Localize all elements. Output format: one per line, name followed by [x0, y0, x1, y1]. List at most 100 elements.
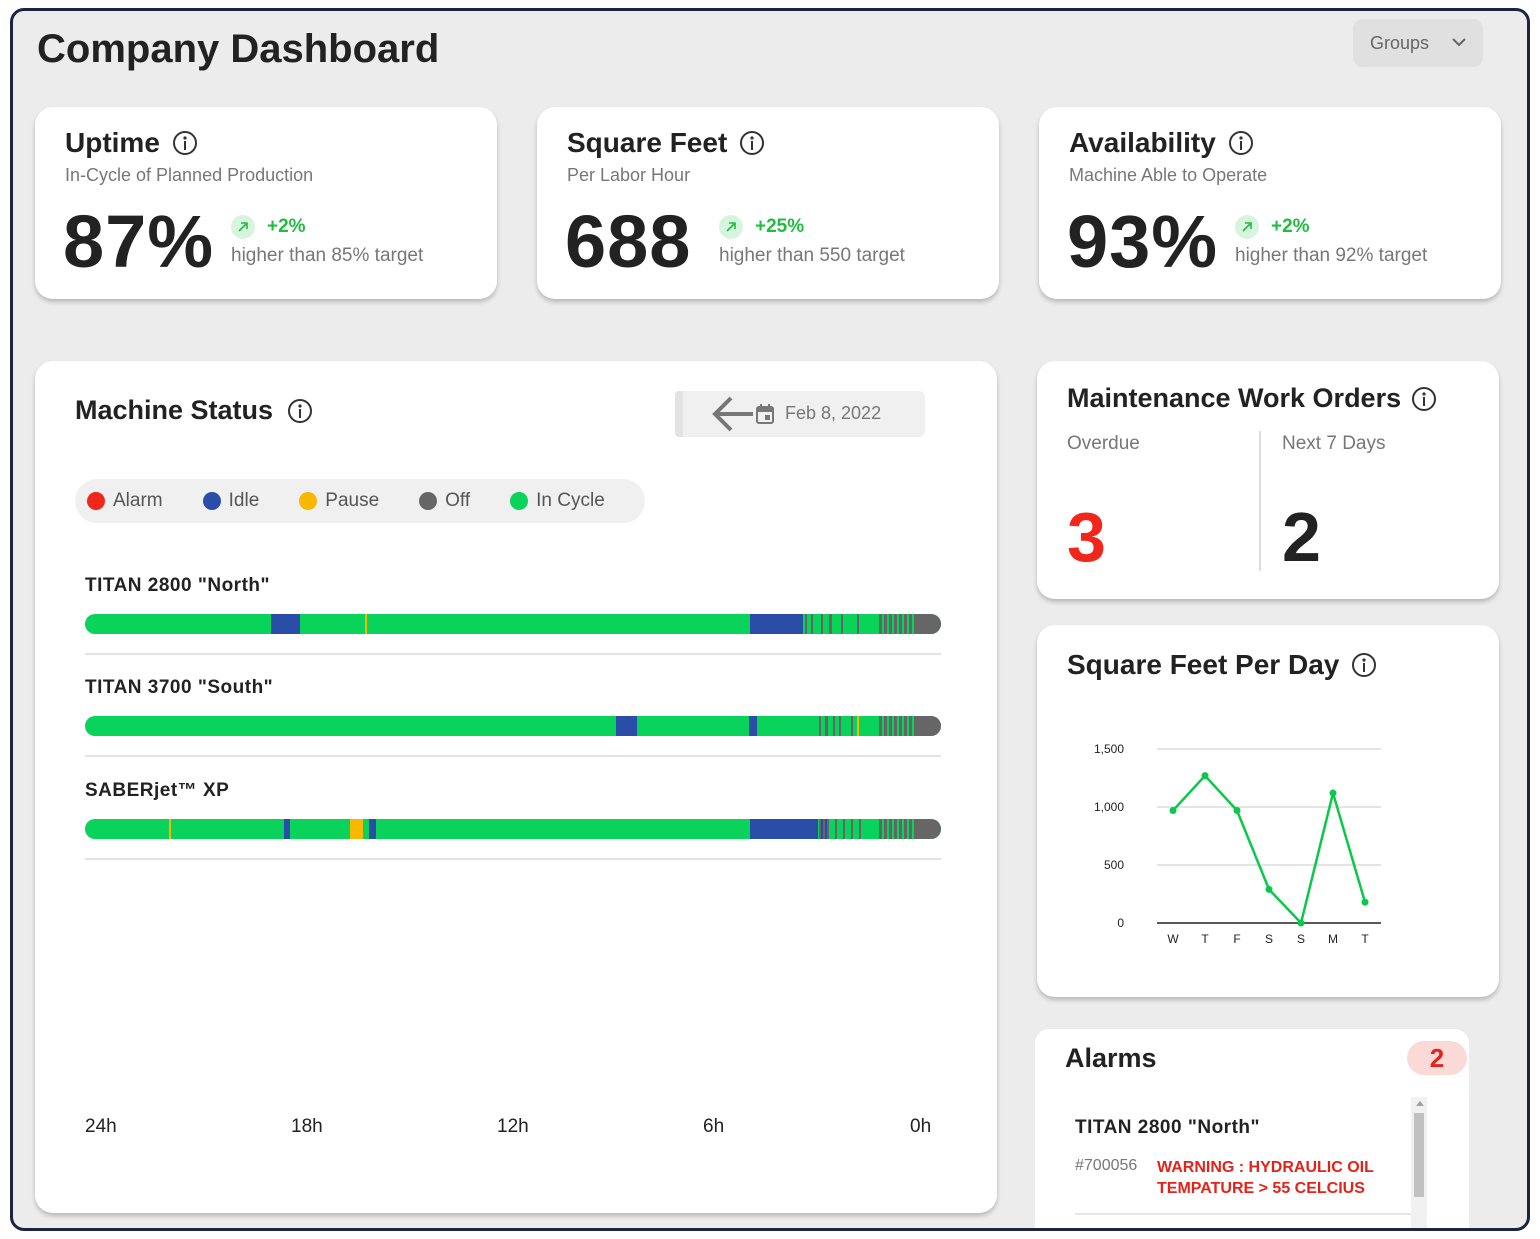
- x-tick-label: W: [1167, 932, 1179, 946]
- idle-segment: [284, 819, 290, 839]
- alarm-id: #700056: [1075, 1157, 1138, 1174]
- kpi-target: higher than 550 target: [719, 245, 905, 266]
- legend-dot: [87, 492, 105, 510]
- pause-segment: [365, 614, 367, 634]
- overdue-label: Overdue: [1067, 433, 1140, 454]
- info-icon[interactable]: [1228, 130, 1254, 156]
- x-tick-label: T: [1361, 932, 1369, 946]
- off-segment: [851, 819, 853, 839]
- groups-label: Groups: [1370, 32, 1430, 53]
- kpi-trend: +2%: [1235, 215, 1310, 239]
- trend-up-icon: [231, 215, 255, 239]
- square-feet-line-chart[interactable]: 1,500 1,000 500 0 W T F S S M T: [1037, 625, 1499, 997]
- x-tick-label: M: [1328, 932, 1338, 946]
- kpi-value: 87%: [63, 200, 215, 283]
- alarms-count-badge: 2: [1407, 1041, 1467, 1075]
- off-segment: [819, 716, 821, 736]
- idle-segment: [369, 819, 376, 839]
- time-axis-label: 0h: [910, 1116, 932, 1137]
- series-line: [1172, 773, 1367, 926]
- off-segment: [859, 819, 861, 839]
- chart-title-text: Square Feet Per Day: [1067, 649, 1340, 680]
- y-tick-label: 1,500: [1094, 742, 1124, 756]
- kpi-delta: +2%: [1271, 216, 1310, 237]
- off-segment: [833, 716, 835, 736]
- kpi-subtitle: Per Labor Hour: [567, 165, 691, 185]
- time-axis-label: 18h: [291, 1116, 323, 1137]
- kpi-title: Uptime: [65, 127, 198, 159]
- data-point[interactable]: [1361, 898, 1369, 906]
- legend-label: Off: [445, 490, 471, 511]
- kpi-subtitle: In-Cycle of Planned Production: [65, 165, 314, 185]
- machine-timeline-bar[interactable]: [85, 819, 941, 839]
- page-title: Company Dashboard: [37, 27, 440, 71]
- column-divider: [1259, 431, 1261, 571]
- kpi-delta: +2%: [267, 216, 306, 237]
- data-point[interactable]: [1329, 789, 1337, 797]
- legend-item-idle: Idle: [202, 490, 259, 512]
- row-divider: [85, 858, 941, 860]
- idle-segment: [749, 716, 757, 736]
- maintenance-work-orders-card: Maintenance Work Orders Overdue Next 7 D…: [1037, 361, 1499, 599]
- time-axis-label: 6h: [703, 1116, 725, 1137]
- selected-date: Feb 8, 2022: [785, 403, 882, 423]
- data-point[interactable]: [1265, 885, 1273, 893]
- info-icon[interactable]: [1411, 386, 1437, 412]
- scroll-up-arrow-icon[interactable]: [1415, 1099, 1425, 1107]
- off-segment: [915, 614, 941, 634]
- x-tick-label: T: [1201, 932, 1209, 946]
- off-segment: [805, 614, 807, 634]
- alarms-title: Alarms: [1065, 1043, 1157, 1073]
- off-segment: [829, 614, 832, 634]
- date-chip-divider: [675, 391, 683, 437]
- y-tick-label: 0: [1117, 916, 1124, 930]
- machine-status-title: Machine Status: [75, 395, 313, 426]
- machine-timeline-bar[interactable]: [85, 614, 941, 634]
- x-tick-label: F: [1233, 932, 1240, 946]
- x-tick-label: S: [1297, 932, 1305, 946]
- next-7-days-count[interactable]: 2: [1282, 498, 1321, 576]
- kpi-card-availability: Availability Machine Able to Operate 93%…: [1039, 107, 1501, 299]
- data-point[interactable]: [1297, 919, 1305, 927]
- legend-item-off: Off: [419, 490, 470, 512]
- idle-segment: [750, 614, 803, 634]
- off-segment: [857, 614, 859, 634]
- y-tick-label: 1,000: [1094, 800, 1124, 814]
- in-cycle-segment: [363, 819, 366, 839]
- off-segment: [915, 716, 941, 736]
- off-segment: [879, 716, 915, 736]
- trend-up-icon: [1235, 215, 1259, 239]
- machine-timeline-bar[interactable]: [85, 716, 941, 736]
- off-segment: [879, 614, 915, 634]
- legend-item-in-cycle: In Cycle: [510, 490, 605, 512]
- alarm-divider: [1075, 1213, 1411, 1215]
- date-picker[interactable]: Feb 8, 2022: [675, 391, 925, 437]
- info-icon[interactable]: [172, 130, 198, 156]
- machine-status-card: Machine Status Feb 8, 2022 Alarm Idle Pa…: [35, 361, 997, 1213]
- alarm-machine-name[interactable]: TITAN 2800 "North": [1075, 1117, 1261, 1138]
- arrow-left-icon[interactable]: [709, 391, 757, 437]
- kpi-title-text: Square Feet: [567, 127, 728, 158]
- info-icon[interactable]: [739, 130, 765, 156]
- overdue-count[interactable]: 3: [1067, 498, 1106, 576]
- data-point[interactable]: [1169, 806, 1177, 814]
- groups-dropdown[interactable]: Groups: [1353, 19, 1483, 67]
- off-segment: [821, 614, 823, 634]
- info-icon[interactable]: [1351, 652, 1377, 678]
- info-icon[interactable]: [287, 398, 313, 424]
- off-segment: [843, 819, 845, 839]
- alarm-message: WARNING : HYDRAULIC OIL TEMPATURE > 55 C…: [1157, 1159, 1374, 1197]
- scrollbar-thumb[interactable]: [1414, 1113, 1424, 1197]
- legend-label: Alarm: [113, 490, 163, 511]
- off-segment: [841, 614, 843, 634]
- dashboard-frame: Company Dashboard Groups Uptime In-Cycle…: [10, 8, 1530, 1231]
- data-point[interactable]: [1233, 806, 1241, 814]
- data-point[interactable]: [1201, 772, 1209, 780]
- maintenance-title: Maintenance Work Orders: [1067, 383, 1437, 414]
- off-segment: [851, 716, 853, 736]
- square-feet-per-day-card: Square Feet Per Day 1,500 1,000 500 0 W T…: [1037, 625, 1499, 997]
- off-segment: [839, 716, 841, 736]
- idle-segment: [616, 716, 637, 736]
- off-segment: [825, 716, 828, 736]
- next-7-days-label: Next 7 Days: [1282, 433, 1386, 454]
